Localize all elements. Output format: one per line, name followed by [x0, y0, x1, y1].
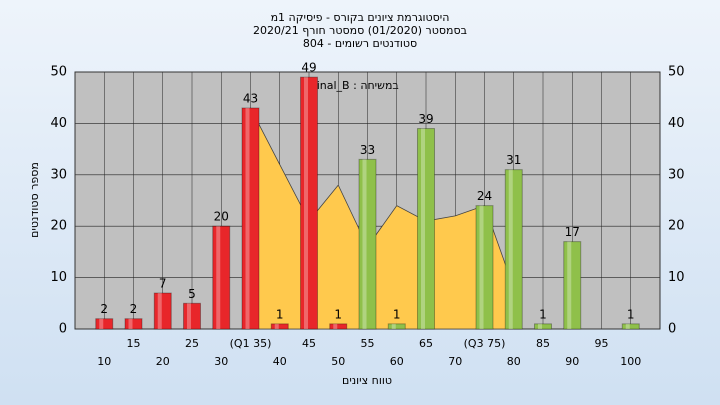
bar: [387, 323, 406, 330]
y-tick-label: 10: [50, 270, 67, 285]
value-label: 1: [276, 307, 284, 321]
x-axis-label: טווח ציונים: [342, 374, 392, 387]
value-label: 43: [243, 91, 258, 105]
x-tick-label: 25: [185, 337, 199, 350]
y2-tick-label: 50: [668, 65, 685, 80]
x-tick-label: 95: [595, 337, 609, 350]
y2-tick-label: 30: [668, 167, 685, 182]
value-label: 17: [565, 225, 580, 239]
bar: [504, 169, 523, 330]
x-tick-label: 55: [361, 337, 375, 350]
bar: [124, 318, 143, 330]
bar-shine: [421, 128, 425, 329]
bar-shine: [333, 323, 338, 329]
value-label: 7: [159, 277, 167, 291]
y-tick-label: 30: [50, 167, 67, 182]
bar-shine: [479, 205, 484, 329]
value-label: 1: [627, 307, 635, 321]
y2-tick-label: 20: [668, 219, 685, 234]
y-tick-label: 40: [50, 116, 67, 131]
x-tick-label: 100: [620, 355, 641, 368]
bar-shine: [157, 293, 162, 329]
x-tick-label: (Q1 35): [230, 337, 272, 350]
bar-shine: [187, 303, 191, 329]
chart-title: היסטוגרמת ציונים בקורס - פיסיקה 1מ: [271, 11, 450, 24]
y-tick-label: 0: [59, 322, 67, 337]
bar: [563, 241, 582, 330]
x-tick-label: 60: [390, 355, 404, 368]
value-label: 2: [100, 302, 108, 316]
x-tick-label: 15: [127, 337, 141, 350]
bar-shine: [216, 226, 221, 329]
bar: [417, 128, 435, 330]
bar: [300, 76, 318, 330]
bar: [329, 323, 348, 330]
bar: [212, 225, 231, 330]
y-axis-label: מספר סטודנטים: [28, 162, 41, 238]
x-tick-label: 10: [97, 355, 111, 368]
x-tick-label: 30: [214, 355, 228, 368]
value-label: 2: [130, 302, 138, 316]
bar-shine: [508, 169, 513, 329]
value-label: 39: [418, 112, 433, 126]
x-tick-label: 85: [536, 337, 550, 350]
value-label: 24: [477, 189, 492, 203]
bar-shine: [274, 323, 279, 329]
bar-shine: [304, 77, 308, 329]
bar-shine: [625, 323, 630, 329]
y2-tick-label: 0: [668, 322, 676, 337]
value-label: 33: [360, 143, 375, 157]
x-tick-label: 50: [331, 355, 345, 368]
bar-shine: [391, 323, 396, 329]
bar-shine: [362, 159, 367, 329]
value-label: 5: [188, 287, 196, 301]
value-label: 31: [506, 153, 521, 167]
chart-subtitle: סטודנטים רשומים - 804: [303, 37, 417, 50]
x-tick-label: 80: [507, 355, 521, 368]
y-tick-label: 50: [50, 65, 67, 80]
y-tick-label: 20: [50, 219, 67, 234]
bar: [183, 302, 201, 330]
y2-tick-label: 10: [668, 270, 685, 285]
x-tick-label: 45: [302, 337, 316, 350]
bar-shine: [245, 107, 250, 329]
annotation: Final_B : במשיחה: [311, 79, 399, 92]
value-label: 1: [334, 307, 342, 321]
bar: [95, 318, 114, 330]
bar: [153, 292, 172, 330]
x-tick-label: 90: [565, 355, 579, 368]
y2-tick-label: 40: [668, 116, 685, 131]
value-label: 20: [214, 210, 229, 224]
bar: [534, 323, 552, 330]
value-label: 49: [301, 61, 316, 75]
bar: [358, 158, 377, 330]
bar-shine: [538, 323, 542, 329]
bar-shine: [128, 318, 133, 329]
value-label: 1: [393, 307, 401, 321]
x-tick-label: (Q3 75): [464, 337, 506, 350]
value-label: 1: [539, 307, 547, 321]
x-tick-label: 40: [273, 355, 287, 368]
bar-shine: [99, 318, 104, 329]
bar-shine: [567, 241, 572, 329]
x-tick-label: 20: [156, 355, 170, 368]
x-tick-label: 70: [448, 355, 462, 368]
bar: [621, 323, 640, 330]
bar: [270, 323, 289, 330]
x-tick-label: 65: [419, 337, 433, 350]
bar: [241, 107, 260, 330]
bar: [475, 205, 494, 330]
chart-subtitle: בסמסטר (01/2020) סמסטר חורף 2020/21: [253, 24, 467, 37]
